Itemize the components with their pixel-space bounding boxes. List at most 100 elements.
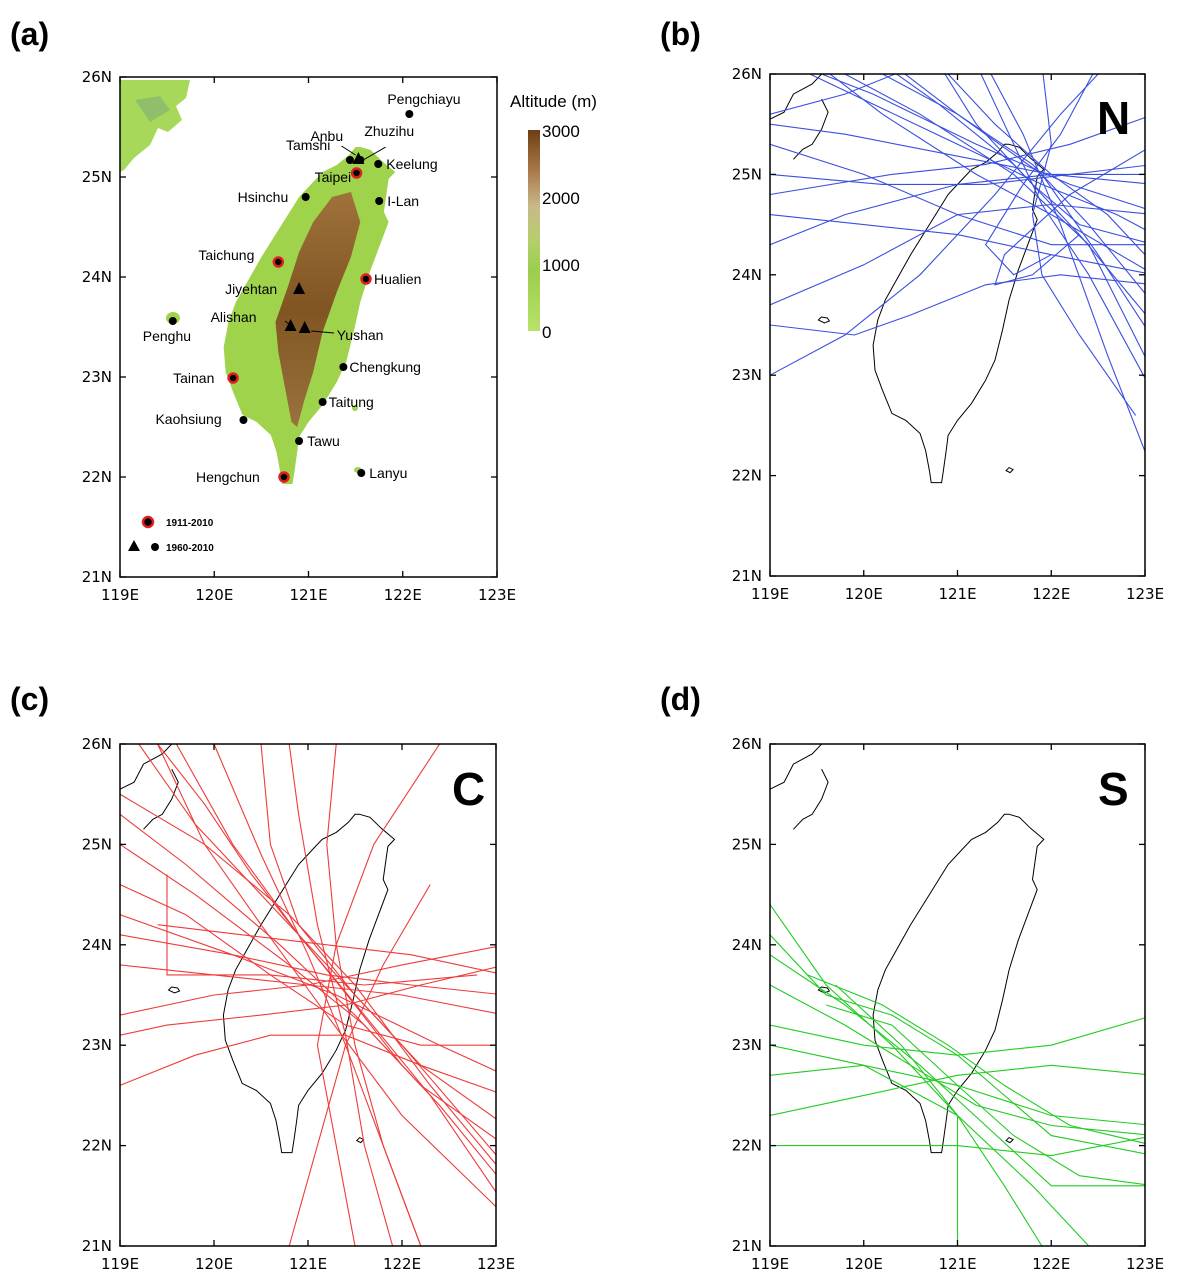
lat-tick-label: 23N (82, 1036, 112, 1054)
leader-line (362, 146, 387, 161)
lat-tick-label: 23N (732, 1036, 762, 1054)
typhoon-track (984, 74, 1094, 276)
station-dot-pengchiayu (405, 110, 414, 118)
lon-tick-label: 119E (101, 586, 139, 604)
lat-tick-label: 25N (732, 835, 762, 853)
lon-tick-label: 122E (1032, 585, 1070, 603)
station-dot-tamshi (345, 156, 354, 164)
station-label-alishan: Alishan (211, 309, 257, 325)
lon-tick-label: 122E (1032, 1255, 1070, 1273)
typhoon-track (260, 744, 496, 1120)
typhoon-track (808, 74, 1145, 231)
typhoon-track (947, 74, 1145, 256)
colorbar-tick-3000: 3000 (542, 122, 580, 141)
lon-tick-label: 120E (845, 1255, 883, 1273)
lat-tick-label: 26N (82, 68, 112, 86)
lat-tick-label: 26N (732, 65, 762, 83)
typhoon-track (990, 74, 1145, 453)
typhoon-track (770, 984, 1145, 1136)
panel-c-map: C (119, 743, 497, 1247)
lon-tick-label: 121E (938, 585, 976, 603)
station-label-hengchun: Hengchun (196, 469, 260, 485)
station-dot-tawu (295, 437, 304, 445)
station-red-marker-hengchun (278, 471, 290, 483)
leader-line (341, 145, 356, 156)
station-red-marker-hualien (360, 273, 372, 285)
station-label-i-lan: I-Lan (387, 193, 419, 209)
colorbar-gradient (528, 130, 540, 331)
station-label-tawu: Tawu (307, 433, 340, 449)
station-dot-penghu (168, 317, 177, 325)
station-dot-keelung (374, 160, 383, 168)
station-label-tainan: Tainan (173, 370, 214, 386)
typhoon-track (120, 884, 496, 1046)
typhoon-track (120, 946, 496, 1016)
lat-tick-label: 23N (732, 366, 762, 384)
typhoon-track (770, 203, 1145, 306)
lon-tick-label: 120E (195, 1255, 233, 1273)
typhoon-tracks-south (770, 904, 1145, 1246)
typhoon-track (770, 934, 1145, 1155)
lon-tick-label: 122E (383, 1255, 421, 1273)
typhoon-track (826, 1004, 1145, 1186)
lon-tick-label: 123E (1126, 1255, 1164, 1273)
altitude-colorbar: Altitude (m) 3000 2000 1000 0 (510, 92, 597, 342)
station-label-tamshi: Tamshi (286, 137, 330, 153)
typhoon-track (120, 966, 496, 1036)
station-label-jiyehtan: Jiyehtan (225, 281, 277, 297)
lat-tick-label: 21N (82, 1237, 112, 1255)
station-label-yushan: Yushan (337, 327, 384, 343)
map-legend: 1911-2010 1960-2010 (128, 515, 214, 554)
legend-label-1960: 1960-2010 (166, 543, 214, 554)
station-dot-zhuzihu (356, 156, 365, 164)
colorbar-tick-0: 0 (542, 323, 551, 342)
station-label-hsinchu: Hsinchu (238, 189, 289, 205)
panel-d-label: (d) (660, 681, 701, 717)
station-label-pengchiayu: Pengchiayu (387, 91, 460, 107)
legend-dot-marker (151, 543, 159, 551)
typhoon-tracks-central (120, 744, 496, 1246)
typhoon-track (904, 74, 1145, 295)
lon-tick-label: 121E (938, 1255, 976, 1273)
typhoon-track (157, 744, 403, 1066)
typhoon-tracks-north (770, 74, 1145, 453)
lat-tick-label: 22N (82, 1137, 112, 1155)
legend-red-circle-marker (141, 515, 155, 529)
axis-ticks: 119E 120E 121E 122E 123E 21N 22N 23N 24N 25N 26N 11… (82, 65, 1164, 1273)
station-label-kaohsiung: Kaohsiung (155, 411, 221, 427)
legend-label-1911: 1911-2010 (166, 518, 214, 529)
lon-tick-label: 119E (751, 585, 789, 603)
typhoon-track (157, 744, 496, 1208)
typhoon-track (770, 274, 1145, 336)
coastline (120, 744, 396, 1154)
lon-tick-label: 121E (289, 1255, 327, 1273)
lat-tick-label: 25N (732, 165, 762, 183)
track-group-letter-s: S (1098, 763, 1129, 815)
lon-tick-label: 120E (845, 585, 883, 603)
typhoon-track (120, 934, 496, 995)
station-triangle-jiyehtan (293, 282, 306, 294)
typhoon-track (1031, 74, 1137, 416)
typhoon-track (770, 904, 1043, 1246)
station-label-keelung: Keelung (386, 156, 437, 172)
green-island (352, 405, 358, 411)
station-label-hualien: Hualien (374, 271, 421, 287)
track-group-letter-c: C (452, 763, 485, 815)
typhoon-track (326, 744, 422, 1246)
panel-a-label: (a) (10, 16, 49, 52)
typhoon-track (138, 744, 496, 1156)
lat-tick-label: 22N (732, 467, 762, 485)
station-label-taipei: Taipei (315, 169, 352, 185)
station-dot-hsinchu (301, 193, 310, 201)
coastline (770, 74, 1045, 484)
typhoon-track (770, 123, 1145, 175)
typhoon-track (980, 74, 1145, 380)
lat-tick-label: 25N (82, 835, 112, 853)
lon-tick-label: 123E (478, 586, 516, 604)
typhoon-track (829, 74, 1145, 270)
typhoon-track (770, 214, 1145, 274)
panel-b-map: N (769, 73, 1146, 577)
typhoon-track (770, 1044, 1090, 1246)
typhoon-track (120, 793, 496, 1166)
